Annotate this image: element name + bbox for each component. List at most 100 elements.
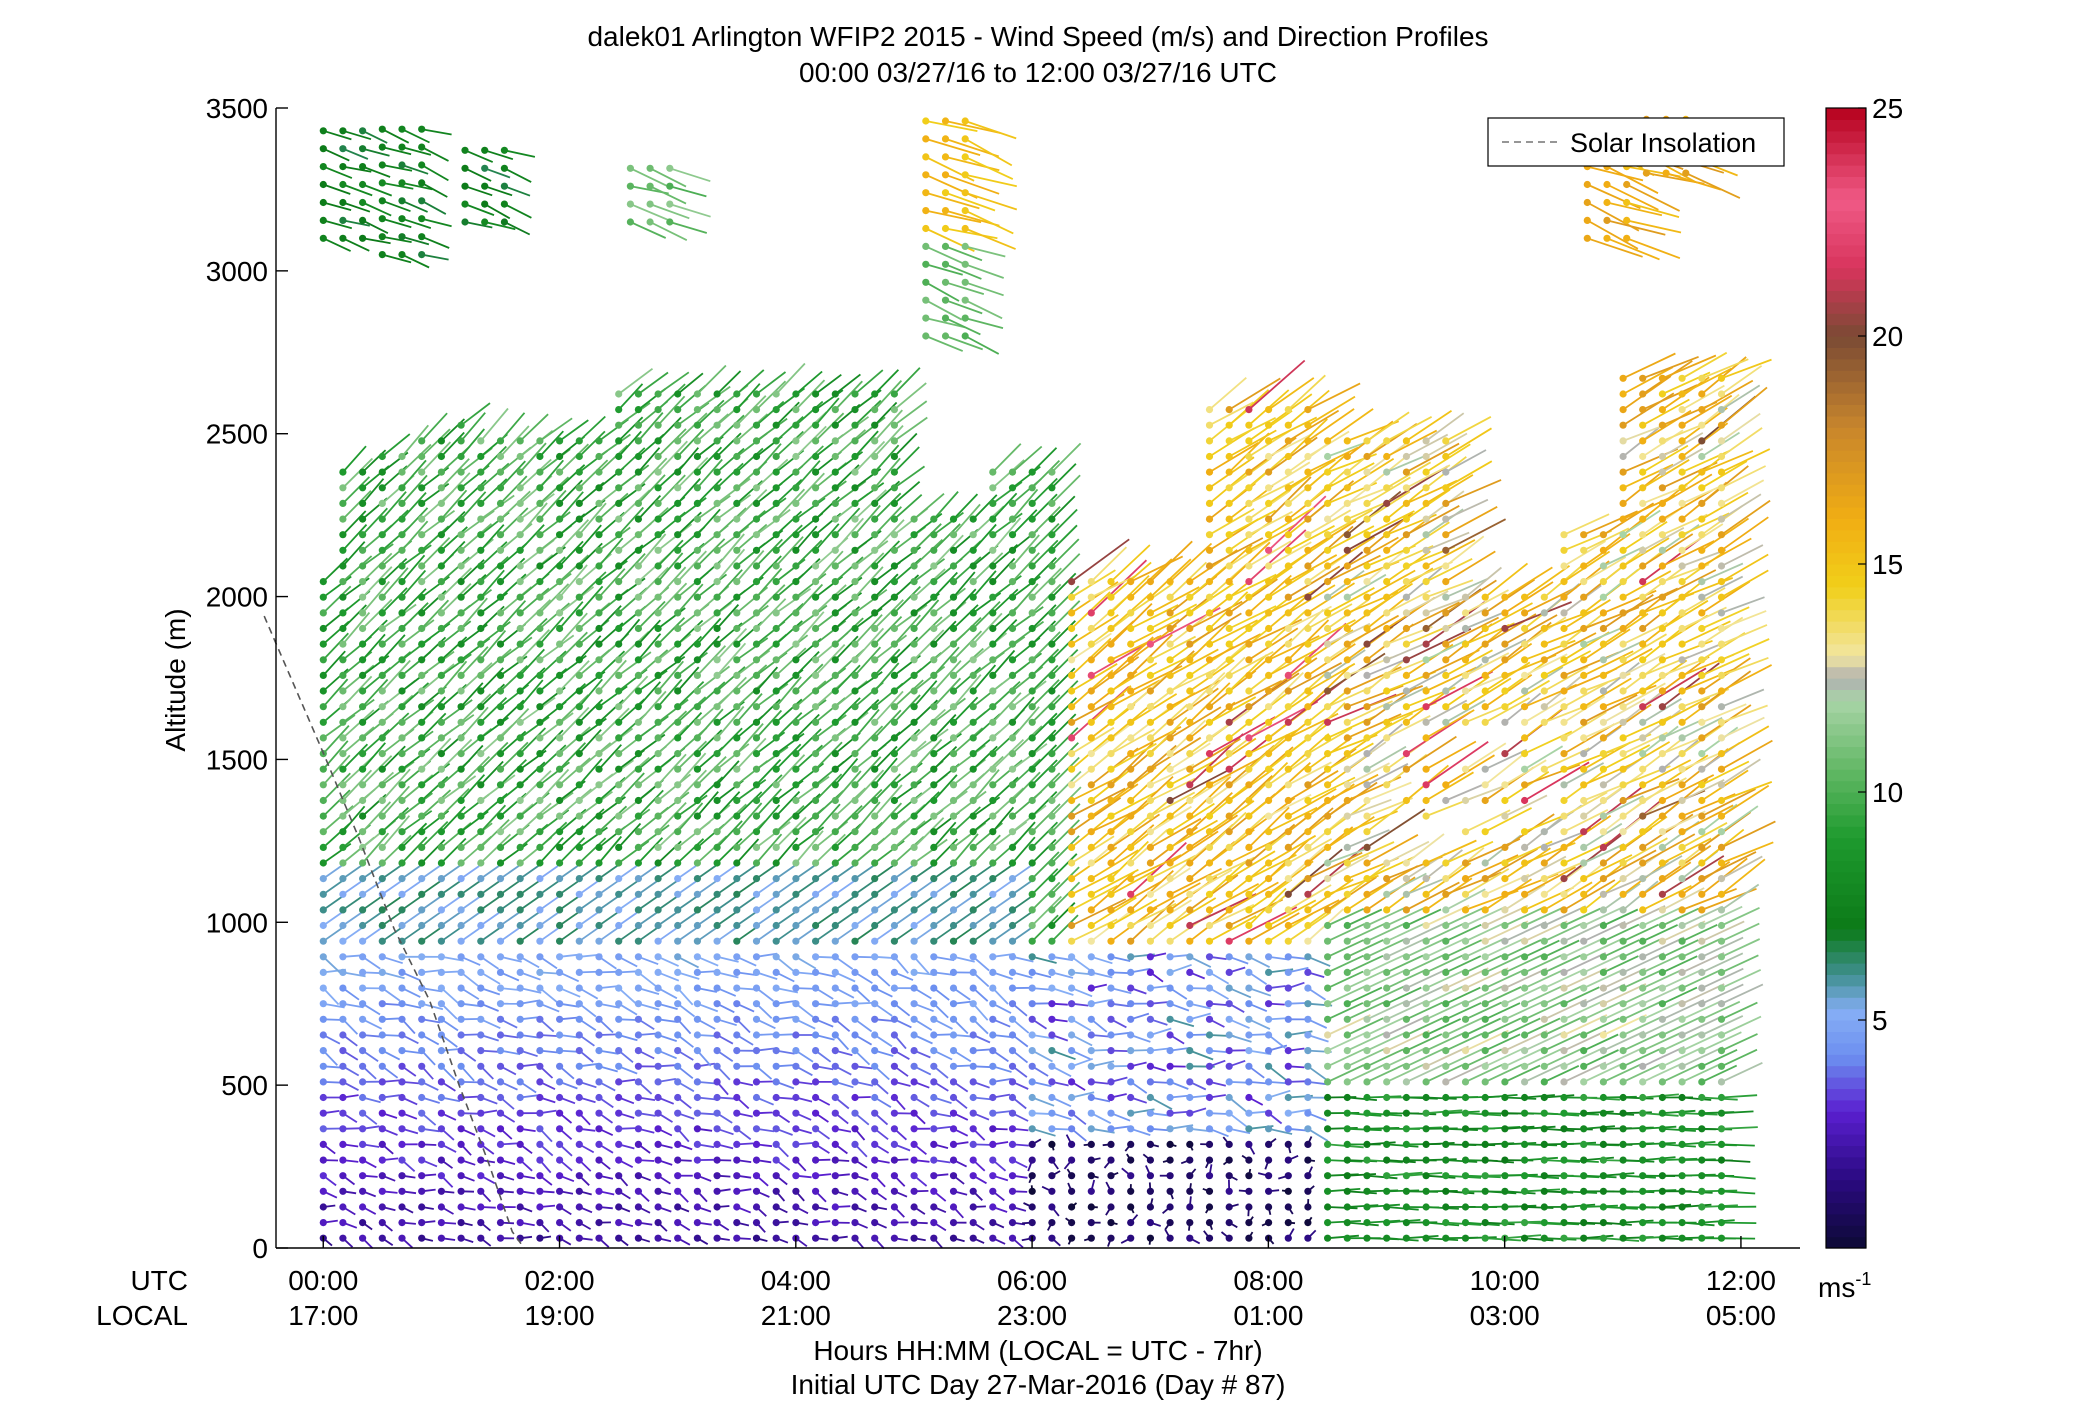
wind-barb-shaft (440, 431, 465, 458)
wind-barb-dot (615, 750, 623, 758)
wind-barb-shaft (1031, 895, 1062, 927)
wind-barb-shaft (1189, 612, 1242, 645)
wind-barb-shaft (1031, 729, 1057, 755)
wind-barb-dot (1265, 1219, 1273, 1227)
wind-barb-dot (654, 1062, 662, 1070)
wind-barb-dot (556, 515, 564, 523)
wind-barb-dot (812, 593, 820, 601)
wind-barb-shaft (1031, 620, 1057, 645)
wind-barb-dot (713, 750, 721, 758)
wind-barb-dot (496, 1125, 505, 1133)
wind-barb-shaft (1051, 524, 1078, 551)
wind-barb-dot (1245, 750, 1253, 758)
wind-barb-dot (319, 1015, 327, 1023)
wind-barb-dot (851, 843, 859, 852)
wind-barb-dot (556, 828, 564, 836)
wind-barb-dot (733, 796, 741, 805)
wind-barb-dot (871, 1125, 879, 1133)
wind-barb-dot (1008, 562, 1017, 570)
wind-barb-shaft (952, 503, 981, 536)
wind-barb-dot (1028, 546, 1036, 554)
wind-barb-dot (457, 1156, 465, 1164)
wind-barb-dot (733, 859, 741, 867)
wind-barb-dot (989, 1062, 997, 1070)
wind-barb-dot (556, 937, 564, 945)
wind-barb-dot (634, 1187, 643, 1195)
wind-barb-shaft (854, 489, 887, 520)
wind-barb-dot (831, 953, 839, 961)
wind-barb-shaft (1248, 529, 1307, 583)
wind-barb-shaft (401, 619, 435, 645)
wind-barb-dot (437, 796, 445, 805)
wind-barb-shaft (677, 987, 694, 1006)
wind-barb-shaft (1011, 696, 1035, 723)
wind-barb-dot (1008, 765, 1017, 773)
wind-barb-dot (1087, 1000, 1095, 1008)
wind-barb-shaft (440, 567, 473, 598)
wind-barb-dot (457, 890, 465, 898)
wind-barb-shaft (1071, 787, 1126, 817)
wind-barb-shaft (933, 910, 955, 927)
wind-barb-dot (1265, 703, 1273, 711)
wind-barb-dot (674, 578, 682, 586)
wind-barb-dot (949, 609, 958, 617)
wind-barb-dot (910, 1062, 918, 1070)
wind-barb-dot (1068, 609, 1076, 617)
wind-barb-shaft (1268, 506, 1315, 536)
wind-barb-shaft (736, 649, 771, 677)
wind-barb-dot (556, 562, 564, 570)
wind-barb-shaft (815, 480, 847, 505)
wind-barb-dot (1028, 562, 1036, 570)
wind-barb-shaft (1169, 542, 1213, 583)
wind-barb-dot (693, 750, 702, 758)
wind-barb-dot (457, 515, 465, 523)
wind-barb-dot (477, 1062, 485, 1070)
wind-barb-dot (713, 562, 721, 570)
wind-barb-dot (437, 1078, 445, 1086)
wind-barb-shaft (657, 428, 687, 458)
wind-barb-dot (713, 828, 721, 836)
wind-barb-dot (831, 499, 839, 507)
wind-barb-dot (890, 812, 899, 820)
wind-barb-dot (1205, 406, 1214, 414)
wind-barb-dot (615, 578, 623, 586)
wind-barb-dot (713, 656, 721, 664)
wind-barb-dot (752, 671, 761, 680)
wind-barb-dot (693, 921, 702, 930)
wind-barb-dot (674, 546, 682, 554)
wind-barb-dot (1225, 703, 1233, 711)
wind-barb-shaft (559, 808, 587, 833)
wind-barb-shaft (775, 488, 806, 520)
wind-barb-dot (1186, 578, 1194, 586)
wind-barb-dot (792, 687, 800, 695)
wind-barb-dot (595, 1031, 603, 1039)
wind-barb-shaft (1051, 835, 1080, 864)
wind-barb-dot (359, 812, 367, 820)
wind-barb-dot (556, 687, 564, 695)
wind-barb-shaft (598, 927, 619, 942)
wind-barb-dot (516, 875, 524, 883)
wind-barb-shaft (637, 824, 670, 849)
wind-barb-dot (930, 1125, 938, 1133)
wind-barb-dot (1107, 578, 1115, 586)
wind-barb-dot (831, 875, 839, 883)
wind-barb-dot (418, 1187, 426, 1195)
wind-barb-dot (1068, 1031, 1076, 1039)
wind-barb-dot (496, 562, 505, 570)
wind-barb-dot (713, 765, 721, 773)
wind-barb-dot (733, 437, 741, 445)
wind-barb-shaft (1169, 897, 1217, 927)
wind-barb-dot (556, 984, 564, 992)
wind-barb-dot (674, 1234, 682, 1242)
wind-barb-dot (1245, 1031, 1253, 1039)
wind-barb-dot (1028, 624, 1036, 633)
wind-barb-dot (1245, 937, 1253, 945)
wind-barb-dot (1265, 499, 1273, 507)
wind-barb-dot (634, 421, 643, 429)
wind-barb-dot (1205, 984, 1214, 992)
wind-barb-dot (378, 859, 386, 867)
wind-barb-dot (654, 609, 662, 617)
wind-barb-dot (496, 452, 505, 461)
wind-barb-dot (1225, 937, 1233, 945)
wind-barb-shaft (814, 412, 845, 442)
